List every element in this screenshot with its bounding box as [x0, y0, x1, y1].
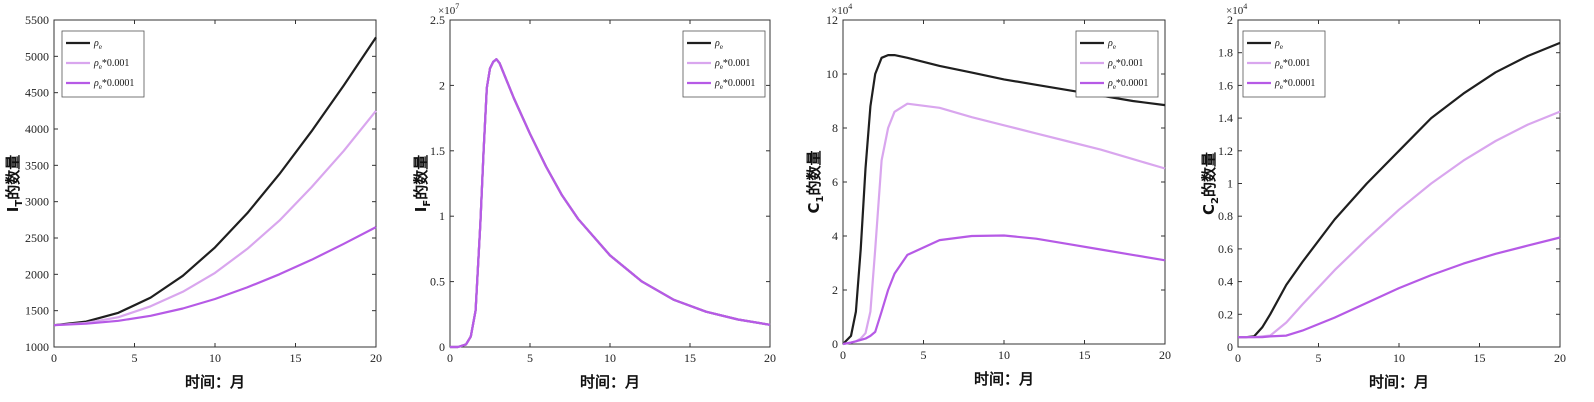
x-tick-label: 15 — [290, 351, 302, 365]
y-tick-label: 1.4 — [1218, 111, 1233, 125]
y-exponent-label: ×104 — [1226, 2, 1247, 17]
legend-label-2: ρe*0.001 — [1274, 58, 1310, 71]
y-axis-label: IT的数量 — [4, 155, 25, 212]
series-line-3 — [53, 226, 377, 327]
legend-label-3: ρe*0.0001 — [93, 78, 134, 91]
x-tick-label: 10 — [1393, 351, 1405, 365]
y-axis-label: C1的数量 — [805, 151, 826, 214]
y-exponent-label: ×104 — [831, 2, 852, 17]
y-tick-label: 1 — [439, 209, 445, 223]
y-tick-label: 3500 — [25, 158, 49, 172]
series-line-1 — [53, 36, 377, 327]
x-tick-label: 10 — [998, 348, 1010, 362]
x-tick-label: 5 — [921, 348, 927, 362]
y-tick-label: 1.8 — [1218, 46, 1233, 60]
y-tick-label: 0.2 — [1218, 307, 1233, 321]
y-tick-label: 2500 — [25, 231, 49, 245]
y-tick-label: 10 — [826, 67, 838, 81]
chart-panel-3: 0 5 10 15 20 0 2 4 6 8 10 12×104 时间：月 C1的数量 ρe ρe*0.001… — [805, 2, 1171, 388]
y-axis-label: C2的数量 — [1200, 152, 1221, 215]
y-axis-label: IF的数量 — [412, 155, 433, 212]
x-tick-label: 15 — [1079, 348, 1091, 362]
y-tick-label: 0 — [1227, 340, 1233, 354]
series-line-3 — [450, 58, 771, 349]
legend-label-2: ρe*0.001 — [714, 58, 750, 71]
y-tick-label: 0.5 — [430, 275, 445, 289]
x-tick-label: 10 — [209, 351, 221, 365]
x-tick-label: 5 — [1316, 351, 1322, 365]
y-tick-label: 0 — [832, 337, 838, 351]
x-tick-label: 20 — [370, 351, 382, 365]
chart-panel-1: 0 5 10 15 20 1000 1500 2000 2500 3000 3500 4000 4500… — [4, 13, 382, 391]
x-axis-label: 时间：月 — [1369, 373, 1429, 391]
y-tick-label: 2000 — [25, 267, 49, 281]
legend: ρe ρe*0.001 ρe*0.0001 — [61, 30, 145, 98]
y-tick-label: 2 — [832, 283, 838, 297]
y-tick-label: 8 — [832, 121, 838, 135]
legend-label-3: ρe*0.0001 — [1107, 78, 1148, 91]
x-tick-label: 20 — [764, 351, 776, 365]
x-tick-label: 0 — [447, 351, 453, 365]
x-tick-label: 5 — [132, 351, 138, 365]
y-tick-label: 3000 — [25, 195, 49, 209]
y-exponent-label: ×107 — [438, 2, 459, 17]
x-axis-label: 时间：月 — [580, 373, 640, 391]
legend-label-1: ρe — [93, 38, 102, 51]
legend-label-1: ρe — [1107, 38, 1116, 51]
y-tick-label: 5000 — [25, 49, 49, 63]
y-tick-label: 4 — [832, 229, 838, 243]
x-tick-label: 0 — [51, 351, 57, 365]
x-tick-label: 5 — [527, 351, 533, 365]
series-line-1 — [1238, 41, 1561, 339]
x-tick-label: 0 — [1235, 351, 1241, 365]
x-tick-label: 15 — [1474, 351, 1486, 365]
series-line-2 — [842, 102, 1166, 346]
chart-panel-4: 0 5 10 15 20 0 0.2 0.4 0.6 0.8 1 1.2 1.4 1.6 1.8 2×104 时… — [1200, 2, 1566, 391]
x-tick-label: 15 — [684, 351, 696, 365]
y-tick-label: 4000 — [25, 122, 49, 136]
x-tick-label: 0 — [840, 348, 846, 362]
legend: ρe ρe*0.001 ρe*0.0001 — [1075, 30, 1159, 98]
y-tick-label: 0.8 — [1218, 209, 1233, 223]
legend-label-2: ρe*0.001 — [1107, 58, 1143, 71]
y-tick-label: 6 — [832, 175, 838, 189]
y-tick-label: 1.6 — [1218, 78, 1233, 92]
y-tick-label: 1.2 — [1218, 144, 1233, 158]
y-tick-label: 2 — [439, 78, 445, 92]
y-tick-label: 1000 — [25, 340, 49, 354]
y-tick-label: 2 — [1227, 13, 1233, 27]
y-tick-label: 4500 — [25, 86, 49, 100]
series-line-1 — [842, 53, 1166, 345]
legend-label-3: ρe*0.0001 — [714, 78, 755, 91]
y-tick-label: 2.5 — [430, 13, 445, 27]
series-line-3 — [842, 234, 1166, 346]
series-line-2 — [53, 110, 377, 327]
x-axis-label: 时间：月 — [974, 370, 1034, 388]
legend-label-1: ρe — [1274, 38, 1283, 51]
chart-panel-2: 0 5 10 15 20 0 0.5 1 1.5 2 2.5×107 时间：月 IF的数量 ρe ρe*0.… — [412, 2, 776, 391]
y-tick-label: 12 — [826, 13, 838, 27]
legend-label-3: ρe*0.0001 — [1274, 78, 1315, 91]
legend: ρe ρe*0.001 ρe*0.0001 — [1242, 30, 1326, 98]
x-tick-label: 20 — [1554, 351, 1566, 365]
y-tick-label: 0.6 — [1218, 242, 1233, 256]
legend: ρe ρe*0.001 ρe*0.0001 — [682, 30, 766, 98]
legend-label-2: ρe*0.001 — [93, 58, 129, 71]
y-tick-label: 5500 — [25, 13, 49, 27]
y-tick-label: 0.4 — [1218, 275, 1233, 289]
legend-label-1: ρe — [714, 38, 723, 51]
y-tick-label: 1500 — [25, 304, 49, 318]
series-line-3 — [1238, 236, 1561, 339]
y-tick-label: 1 — [1227, 177, 1233, 191]
y-tick-label: 0 — [439, 340, 445, 354]
x-axis-label: 时间：月 — [185, 373, 245, 391]
x-tick-label: 20 — [1159, 348, 1171, 362]
y-tick-label: 1.5 — [430, 144, 445, 158]
x-tick-label: 10 — [604, 351, 616, 365]
